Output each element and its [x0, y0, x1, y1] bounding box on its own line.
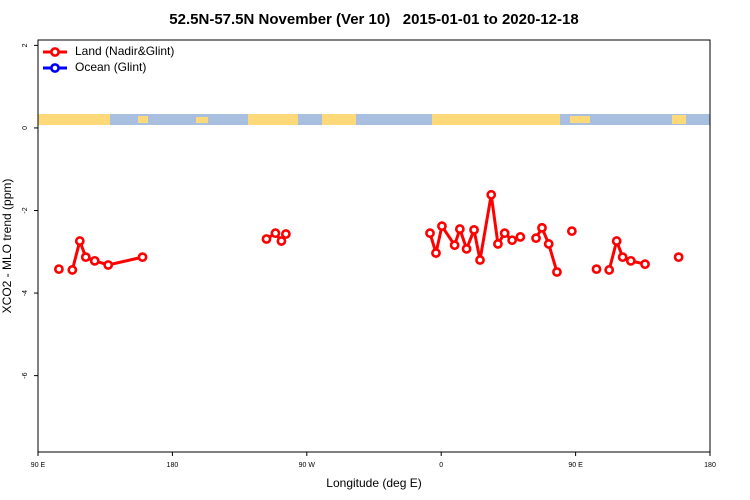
data-point	[280, 229, 291, 239]
data-point	[486, 189, 497, 200]
data-point	[493, 239, 503, 249]
x-tick-label: 180	[704, 462, 716, 469]
data-point	[103, 260, 114, 270]
data-point	[640, 259, 650, 270]
data-point	[475, 255, 485, 265]
data-point	[67, 265, 78, 275]
x-tick-label: 90 E	[568, 462, 583, 469]
land-ocean-band	[38, 114, 710, 125]
data-point	[89, 255, 100, 266]
chart-title: 52.5N-57.5N November (Ver 10) 2015-01-01…	[169, 11, 578, 28]
data-point	[591, 264, 602, 275]
data-point	[515, 232, 526, 242]
data-point	[137, 252, 148, 263]
data-point	[625, 255, 636, 266]
data-point	[261, 234, 272, 244]
data-point	[537, 222, 547, 233]
y-tick-label: -2	[22, 207, 29, 213]
data-point	[270, 228, 281, 239]
data-point	[80, 252, 91, 263]
data-point	[74, 236, 85, 246]
data-point	[673, 252, 684, 263]
y-tick-label: -6	[22, 372, 29, 378]
legend-marker	[50, 63, 60, 73]
y-tick-label: -4	[22, 290, 29, 296]
x-axis-label: Longitude (deg E)	[326, 476, 421, 490]
data-point	[507, 235, 518, 246]
data-point	[469, 224, 479, 235]
data-point	[566, 226, 577, 237]
data-point	[54, 264, 64, 275]
data-point	[604, 265, 615, 275]
x-tick-label: 180	[167, 462, 179, 469]
data-point	[617, 252, 628, 263]
data-point	[437, 221, 447, 232]
x-tick-label: 0	[439, 462, 443, 469]
data-point	[552, 267, 562, 277]
legend-label: Land (Nadir&Glint)	[75, 44, 174, 58]
series-line	[534, 224, 559, 273]
data-point	[499, 228, 510, 239]
plot-frame	[37, 39, 711, 453]
data-point	[611, 236, 622, 246]
data-point	[425, 228, 435, 239]
x-tick-label: 90 E	[31, 462, 46, 469]
y-tick-label: 2	[22, 43, 29, 47]
data-point	[276, 236, 287, 246]
legend-label: Ocean (Glint)	[75, 60, 146, 74]
y-axis-label: XCO2 - MLO trend (ppm)	[0, 179, 14, 314]
y-tick-label: 0	[22, 126, 29, 130]
data-point	[543, 239, 554, 249]
data-point	[461, 243, 472, 254]
data-point	[449, 240, 460, 251]
x-tick-label: 90 W	[299, 462, 316, 469]
data-point	[531, 233, 541, 244]
data-point	[431, 248, 441, 258]
legend-marker	[50, 47, 60, 57]
data-point	[454, 224, 465, 234]
